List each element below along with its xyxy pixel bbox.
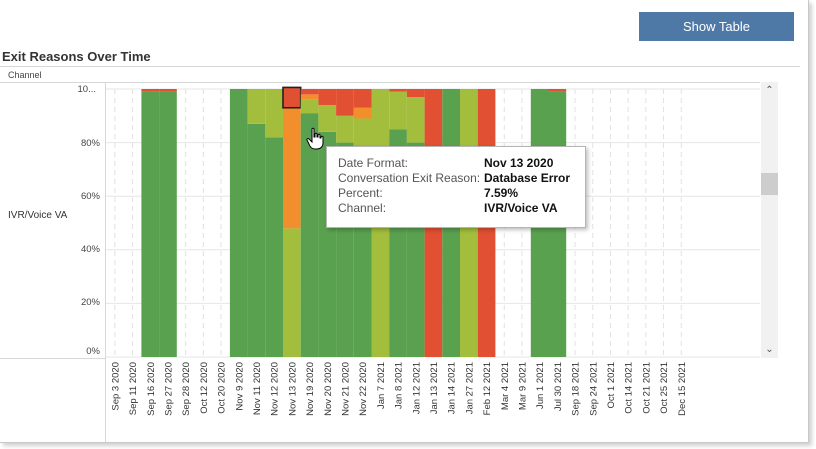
bar-segment [300, 113, 319, 358]
channel-header: Channel [8, 70, 42, 80]
bar-segment [318, 89, 337, 106]
x-tick-label: Nov 13 2020 [287, 362, 298, 416]
x-tick-label: Jul 30 2021 [553, 362, 564, 411]
bar-segment [159, 91, 177, 358]
bar-segment [336, 89, 354, 116]
divider [0, 82, 760, 83]
bar-segment [229, 89, 248, 357]
tooltip-key: Percent: [338, 186, 383, 200]
bar-segment [353, 89, 372, 108]
x-tick-label: Sep 18 2021 [571, 362, 582, 416]
tooltip-value: IVR/Voice VA [484, 201, 558, 215]
tooltip-key: Conversation Exit Reason: [338, 171, 481, 185]
tooltip-row: Conversation Exit Reason: Database Error [338, 171, 578, 186]
x-tick-label: Jun 1 2021 [535, 362, 546, 409]
bar-segment [265, 137, 283, 357]
scroll-up-icon[interactable]: ⌃ [765, 85, 774, 96]
x-tick-label: Oct 12 2020 [199, 362, 210, 414]
x-tick-label: Sep 11 2020 [128, 362, 139, 415]
x-tick-label: Oct 21 2021 [641, 362, 652, 414]
bar-segment [300, 89, 319, 95]
x-tick-label: Nov 19 2020 [305, 362, 316, 416]
x-tick-label: Mar 9 2021 [517, 362, 528, 410]
divider [0, 358, 106, 359]
x-tick-label: Jan 27 2021 [464, 362, 475, 414]
chart-title: Exit Reasons Over Time [2, 49, 151, 64]
y-tick-label: 40% [80, 244, 100, 255]
x-tick-label: Jan 7 2021 [376, 362, 387, 409]
bar-segment [141, 89, 160, 92]
axis-divider [105, 82, 106, 442]
x-tick-label: Nov 22 2020 [358, 362, 369, 416]
x-tick-label: Feb 12 2021 [482, 362, 493, 415]
bar-segment [389, 89, 407, 92]
scroll-down-icon[interactable]: ⌄ [765, 344, 774, 355]
x-tick-label: Jan 12 2021 [411, 362, 422, 414]
bar-segment [141, 91, 160, 358]
x-tick-label: Sep 27 2020 [163, 362, 174, 416]
y-tick-label: 60% [80, 191, 100, 202]
x-tick-label: Jan 8 2021 [394, 362, 405, 409]
x-tick-label: Jan 14 2021 [447, 362, 458, 414]
scrollbar-thumb[interactable] [761, 173, 778, 195]
tooltip-key: Channel: [338, 201, 387, 215]
tooltip-key: Date Format: [338, 156, 409, 170]
x-tick-label: Jan 13 2021 [429, 362, 440, 414]
tooltip-value: Database Error [484, 171, 571, 185]
bar-segment [283, 107, 301, 229]
tooltip-row: Channel: IVR/Voice VA [338, 201, 578, 216]
x-tick-label: Sep 24 2021 [588, 362, 599, 416]
x-tick-label: Oct 25 2021 [659, 362, 670, 414]
tooltip-value: 7.59% [484, 186, 519, 200]
hand-cursor-icon [306, 127, 324, 150]
show-table-button[interactable]: Show Table [639, 12, 794, 41]
x-tick-label: Nov 11 2020 [252, 362, 263, 415]
vertical-scrollbar[interactable] [761, 82, 778, 358]
y-tick-label: 80% [80, 138, 100, 149]
x-tick-label: Sep 28 2020 [181, 362, 192, 416]
bar-segment [159, 89, 177, 92]
x-tick-label: Oct 14 2021 [624, 362, 635, 414]
row-label-channel: IVR/Voice VA [8, 210, 68, 221]
x-tick-label: Nov 9 2020 [234, 362, 245, 411]
tooltip-value: Nov 13 2020 [484, 156, 554, 170]
bar-segment [406, 89, 425, 98]
bar-segment [318, 105, 337, 132]
bar-segment [300, 99, 319, 114]
x-tick-label: Sep 3 2020 [110, 362, 121, 411]
bar-segment [548, 89, 567, 92]
y-tick-label: 20% [80, 297, 100, 308]
x-tick-label: Oct 20 2020 [217, 362, 228, 414]
x-tick-label: Mar 4 2021 [500, 362, 511, 410]
tooltip-row: Percent: 7.59% [338, 186, 578, 201]
y-tick-label: 0% [86, 346, 100, 357]
x-tick-label: Nov 12 2020 [270, 362, 281, 416]
x-tick-label: Dec 15 2021 [677, 362, 688, 416]
bar-segment [406, 97, 425, 143]
x-tick-label: Nov 20 2020 [323, 362, 334, 416]
y-tick-label: 10... [77, 84, 97, 95]
bar-segment [300, 94, 319, 100]
x-tick-label: Oct 1 2021 [606, 362, 617, 408]
bar-segment [336, 115, 354, 143]
bar-segment [389, 91, 407, 130]
bar-segment [247, 89, 266, 124]
tooltip: Date Format: Nov 13 2020 Conversation Ex… [326, 146, 586, 228]
x-tick-label: Nov 21 2020 [340, 362, 351, 416]
x-tick-label: Sep 16 2020 [146, 362, 157, 416]
bar-segment-highlighted [282, 86, 302, 109]
bar-segment [265, 89, 283, 138]
divider [0, 66, 800, 67]
bar-segment [283, 228, 301, 357]
bar-segment [353, 107, 372, 119]
bar-segment [247, 123, 266, 357]
tooltip-row: Date Format: Nov 13 2020 [338, 156, 578, 171]
